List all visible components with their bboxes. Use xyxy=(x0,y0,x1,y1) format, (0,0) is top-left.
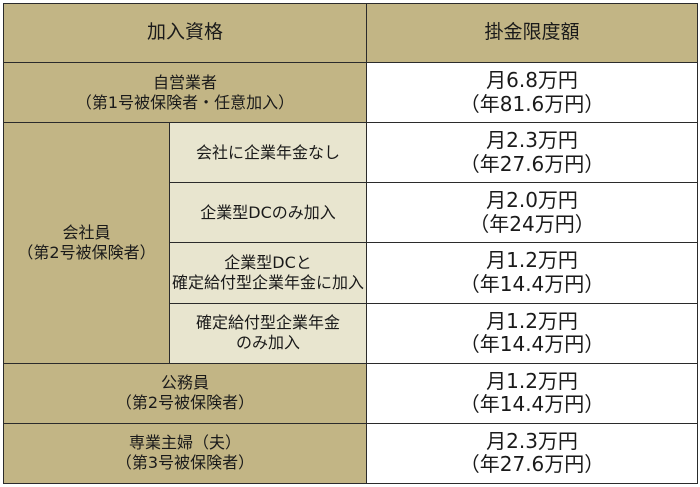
yearly-amount: （年14.4万円） xyxy=(459,272,605,297)
table-row: 企業型DCのみ加入 月2.0万円 （年24万円） xyxy=(4,182,699,244)
label-line: 専業主婦（夫） xyxy=(129,433,242,453)
cell-amount: 月1.2万円 （年14.4万円） xyxy=(366,362,699,424)
table-row: 企業型DCと 確定給付型企業年金に加入 月1.2万円 （年14.4万円） xyxy=(4,242,699,304)
cell-amount: 月2.3万円 （年27.6万円） xyxy=(366,122,699,184)
yearly-amount: （年81.6万円） xyxy=(459,91,605,116)
monthly-amount: 月1.2万円 xyxy=(486,308,578,333)
label-line: 企業型DCと xyxy=(224,253,312,273)
cell-amount: 月1.2万円 （年14.4万円） xyxy=(366,302,699,364)
cell-employee-sub: 企業型DCのみ加入 xyxy=(168,182,368,244)
monthly-amount: 月2.0万円 xyxy=(486,188,578,213)
monthly-amount: 月1.2万円 xyxy=(486,368,578,393)
label-line: （第3号被保険者） xyxy=(115,453,255,473)
yearly-amount: （年14.4万円） xyxy=(459,392,605,417)
yearly-amount: （年27.6万円） xyxy=(459,452,605,477)
label-line: （第1号被保険者・任意加入） xyxy=(75,92,295,112)
cell-employee: 会社員 （第2号被保険者） xyxy=(3,122,170,364)
header-row: 加入資格 掛金限度額 xyxy=(2,2,699,64)
cell-amount: 月2.3万円 （年27.6万円） xyxy=(366,422,699,485)
cell-employee-sub: 会社に企業年金なし xyxy=(168,122,368,184)
table-row: 確定給付型企業年金 のみ加入 月1.2万円 （年14.4万円） xyxy=(4,302,699,364)
cell-employee-sub: 確定給付型企業年金 のみ加入 xyxy=(168,302,368,364)
monthly-amount: 月2.3万円 xyxy=(486,428,578,453)
label-line: 自営業者 xyxy=(153,72,218,92)
monthly-amount: 月1.2万円 xyxy=(486,248,578,273)
table-row: 専業主婦（夫） （第3号被保険者） 月2.3万円 （年27.6万円） xyxy=(2,422,699,485)
yearly-amount: （年14.4万円） xyxy=(459,332,605,357)
label-line: 企業型DCのみ加入 xyxy=(200,202,336,222)
header-eligibility: 加入資格 xyxy=(2,2,368,64)
label-line: （第2号被保険者） xyxy=(17,242,156,262)
cell-employee-sub: 企業型DCと 確定給付型企業年金に加入 xyxy=(168,242,368,304)
label-line: のみ加入 xyxy=(236,333,301,353)
label-line: 公務員 xyxy=(161,373,210,393)
label-line: 会社員 xyxy=(62,222,111,242)
table-row: 公務員 （第2号被保険者） 月1.2万円 （年14.4万円） xyxy=(2,362,699,424)
label-line: 確定給付型企業年金に加入 xyxy=(172,273,365,293)
table-row: 自営業者 （第1号被保険者・任意加入） 月6.8万円 （年81.6万円） xyxy=(2,62,699,124)
cell-amount: 月2.0万円 （年24万円） xyxy=(366,182,699,244)
label-line: 会社に企業年金なし xyxy=(196,142,341,162)
yearly-amount: （年27.6万円） xyxy=(459,151,605,176)
cell-amount: 月6.8万円 （年81.6万円） xyxy=(366,62,699,124)
label-line: （第2号被保険者） xyxy=(115,393,255,413)
cell-civil-servant: 公務員 （第2号被保険者） xyxy=(2,362,368,424)
cell-homemaker: 専業主婦（夫） （第3号被保険者） xyxy=(2,422,368,485)
monthly-amount: 月2.3万円 xyxy=(486,128,578,153)
header-limit: 掛金限度額 xyxy=(366,2,699,64)
cell-self-employed: 自営業者 （第1号被保険者・任意加入） xyxy=(2,62,368,124)
monthly-amount: 月6.8万円 xyxy=(486,68,578,93)
yearly-amount: （年24万円） xyxy=(469,211,595,236)
label-line: 確定給付型企業年金 xyxy=(196,313,341,333)
table-row: 会社員 （第2号被保険者） 会社に企業年金なし 月2.3万円 （年27.6万円） xyxy=(3,122,699,364)
cell-amount: 月1.2万円 （年14.4万円） xyxy=(366,242,699,304)
